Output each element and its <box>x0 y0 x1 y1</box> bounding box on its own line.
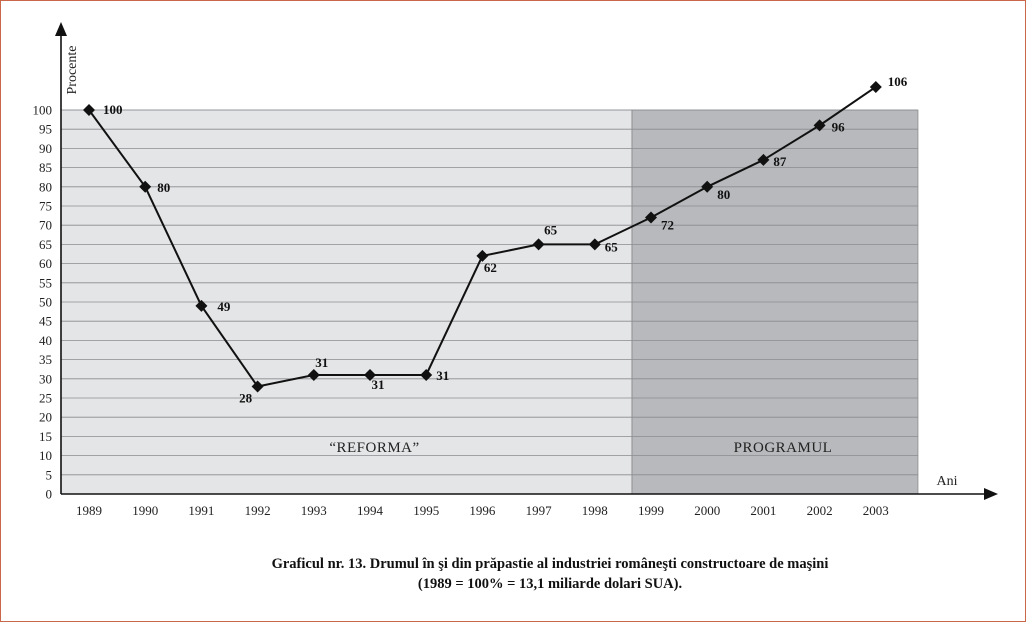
data-label: 96 <box>832 119 846 134</box>
y-tick-label: 60 <box>39 256 52 271</box>
y-tick-label: 15 <box>39 429 52 444</box>
region-label-programul: PROGRAMUL <box>734 440 833 456</box>
y-tick-label: 45 <box>39 314 52 329</box>
x-tick-label: 1994 <box>357 503 384 518</box>
data-point-marker <box>251 380 264 393</box>
x-tick-label: 2001 <box>750 503 776 518</box>
x-tick-label: 2000 <box>694 503 720 518</box>
data-label: 31 <box>436 368 449 383</box>
y-tick-label: 90 <box>39 141 52 156</box>
data-series <box>83 80 882 393</box>
data-label: 72 <box>661 218 674 233</box>
data-label: 31 <box>372 377 385 392</box>
region-label-reforma: “REFORMA” <box>329 440 419 456</box>
data-label: 31 <box>315 355 328 370</box>
data-label: 62 <box>484 260 497 275</box>
data-point-marker <box>420 368 433 381</box>
y-tick-label: 0 <box>46 487 53 502</box>
x-tick-label: 1997 <box>526 503 553 518</box>
y-axis-title: Procente <box>65 46 80 95</box>
y-tick-label: 55 <box>39 275 52 290</box>
data-point-marker <box>701 180 714 193</box>
x-axis-arrow <box>984 488 998 500</box>
data-point-marker <box>532 238 545 251</box>
data-label: 106 <box>888 74 908 89</box>
x-tick-label: 1992 <box>245 503 271 518</box>
data-label: 87 <box>773 154 787 169</box>
x-tick-label: 1989 <box>76 503 102 518</box>
y-tick-label: 65 <box>39 237 52 252</box>
data-point-marker <box>476 249 489 262</box>
x-tick-label: 1990 <box>132 503 158 518</box>
y-tick-label: 25 <box>39 391 52 406</box>
data-label: 100 <box>103 102 123 117</box>
x-tick-label: 1999 <box>638 503 664 518</box>
data-point-marker <box>195 299 208 312</box>
x-tick-label: 2002 <box>807 503 833 518</box>
x-tick-label: 1995 <box>413 503 439 518</box>
y-tick-label: 5 <box>46 467 53 482</box>
data-point-marker <box>869 80 882 93</box>
data-point-marker <box>83 104 95 116</box>
x-tick-label: 2003 <box>863 503 889 518</box>
data-point-marker <box>645 211 657 224</box>
y-tick-label: 80 <box>39 179 52 194</box>
data-labels: 100 80 49 28 31 31 31 62 65 65 72 80 87 96 106 <box>103 74 908 406</box>
data-point-marker <box>364 368 376 381</box>
data-label: 80 <box>717 187 730 202</box>
x-tick-label: 1991 <box>188 503 214 518</box>
data-point-marker <box>813 119 826 132</box>
data-point-marker <box>588 238 601 251</box>
data-label: 65 <box>544 222 558 237</box>
x-tick-label: 1996 <box>469 503 496 518</box>
data-label: 65 <box>605 239 619 254</box>
data-point-marker <box>757 153 770 166</box>
x-axis-title: Ani <box>937 474 958 489</box>
data-point-marker <box>139 180 152 193</box>
gridlines <box>61 109 918 476</box>
data-label: 80 <box>157 180 170 195</box>
chart-caption-line1: Graficul nr. 13. Drumul în şi din prăpas… <box>271 556 829 572</box>
y-axis-arrow <box>55 22 67 36</box>
y-tick-label: 35 <box>39 352 52 367</box>
x-tick-label: 1998 <box>582 503 608 518</box>
y-tick-label: 10 <box>39 448 52 463</box>
y-tick-label: 40 <box>39 333 52 348</box>
axes: 0 5 10 15 20 25 30 35 40 45 50 55 60 65 70 75 80 85 90 95 10… <box>33 22 998 518</box>
y-tick-label: 85 <box>39 160 52 175</box>
y-tick-label: 50 <box>39 295 52 310</box>
y-tick-label: 100 <box>33 103 53 118</box>
data-label: 49 <box>217 299 231 314</box>
y-tick-label: 70 <box>39 218 52 233</box>
y-tick-label: 95 <box>39 122 52 137</box>
chart-caption-line2: (1989 = 100% = 13,1 miliarde dolari SUA)… <box>417 576 683 592</box>
data-point-marker <box>307 368 320 381</box>
data-label: 28 <box>239 390 253 405</box>
y-tick-label: 75 <box>39 199 52 214</box>
y-tick-label: 30 <box>39 371 52 386</box>
x-tick-label: 1993 <box>301 503 327 518</box>
y-tick-label: 20 <box>39 410 52 425</box>
